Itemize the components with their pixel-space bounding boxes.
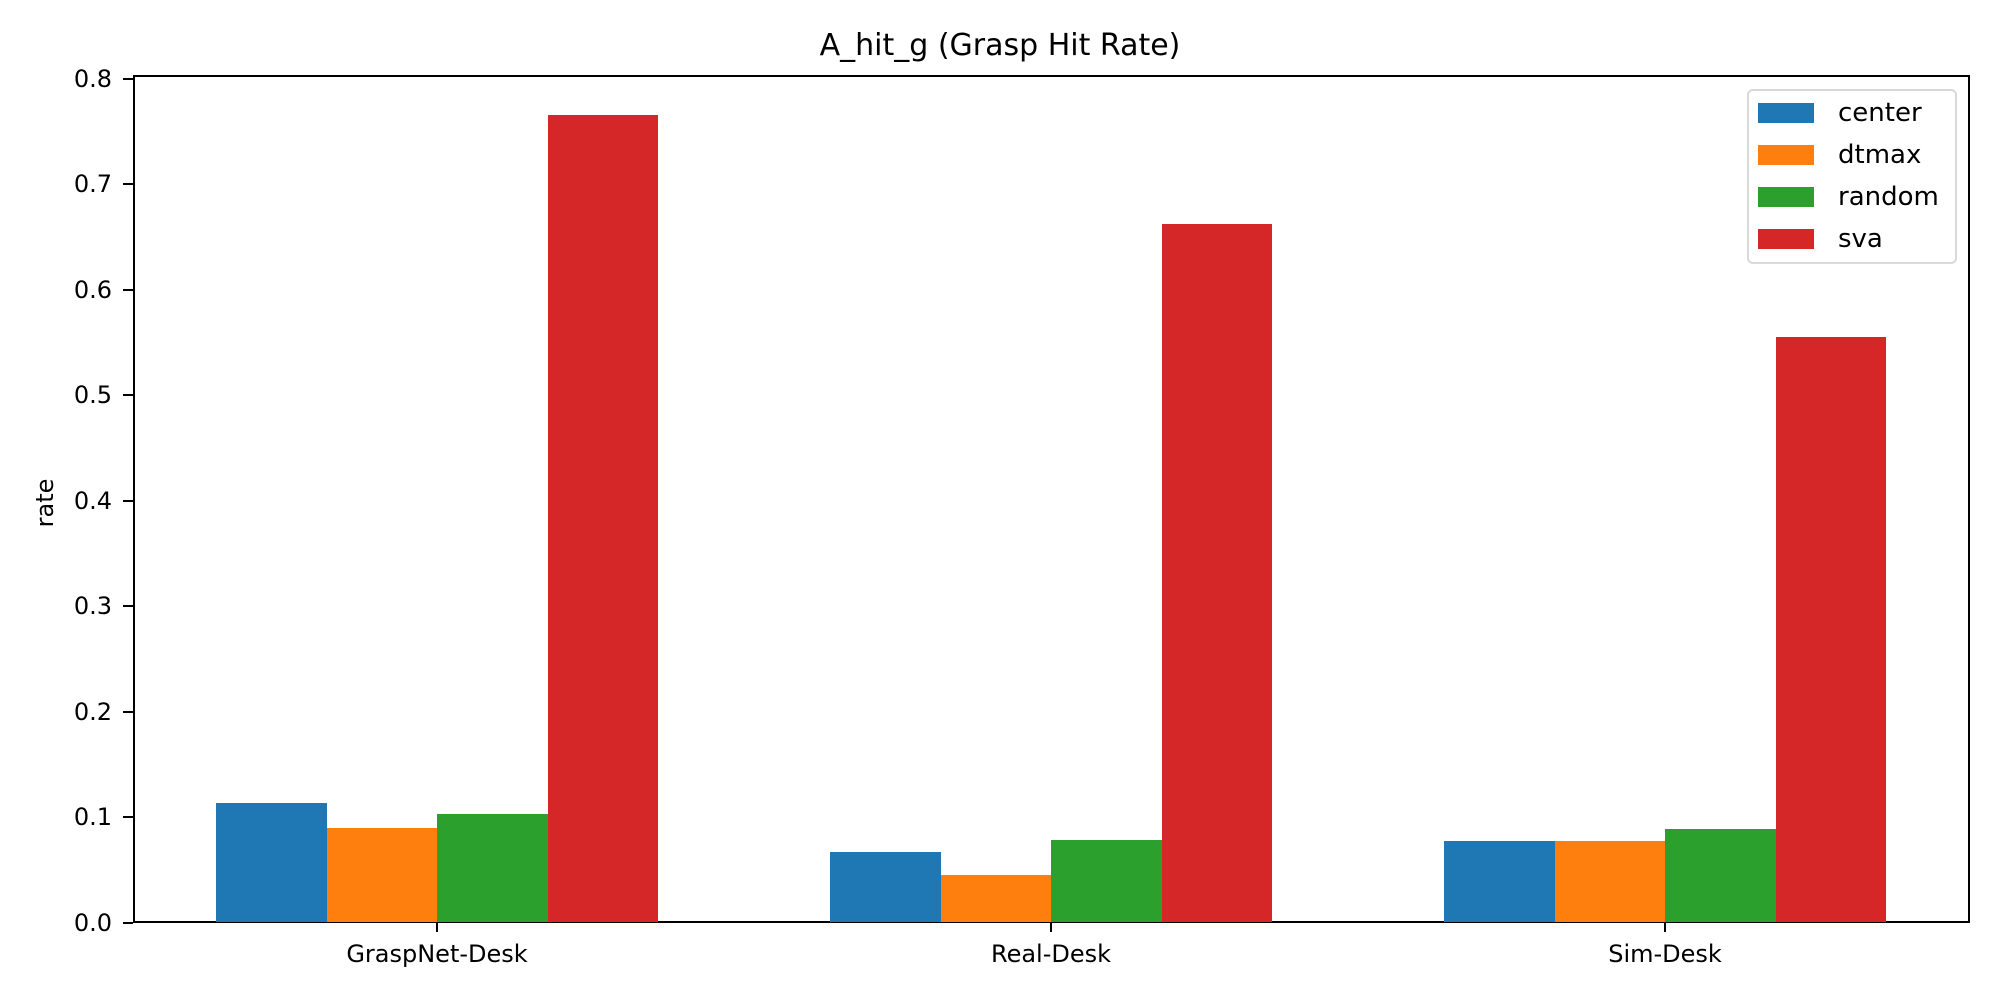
- y-tick-label: 0.5: [73, 381, 112, 410]
- bar-random-graspnet-desk: [437, 813, 548, 923]
- y-tick-label: 0.8: [73, 64, 112, 93]
- y-tick-mark: [123, 605, 133, 608]
- bar-sva-real-desk: [1161, 224, 1272, 923]
- bar-random-sim-desk: [1665, 828, 1776, 923]
- x-tick-mark: [436, 922, 438, 932]
- y-tick-label: 0.2: [73, 697, 112, 726]
- bar-dtmax-real-desk: [940, 875, 1051, 923]
- bar-center-sim-desk: [1444, 841, 1555, 923]
- x-tick-mark: [1664, 922, 1666, 932]
- legend: center dtmax random sva: [1747, 89, 1957, 264]
- y-tick-mark: [123, 77, 133, 80]
- legend-label: center: [1838, 98, 1922, 128]
- bar-center-graspnet-desk: [216, 803, 327, 923]
- bar-dtmax-graspnet-desk: [326, 827, 437, 923]
- y-tick-label: 0.4: [73, 486, 112, 515]
- y-tick-mark: [123, 921, 133, 924]
- plot-area: [133, 75, 1970, 923]
- y-tick-label: 0.6: [73, 275, 112, 304]
- legend-item-random: random: [1758, 182, 1939, 212]
- bar-center-real-desk: [830, 851, 941, 923]
- y-tick-label: 0.3: [73, 592, 112, 621]
- legend-label: sva: [1838, 224, 1883, 254]
- legend-swatch: [1758, 187, 1814, 207]
- x-tick-label: GraspNet-Desk: [346, 940, 528, 968]
- y-tick-label: 0.0: [73, 908, 112, 937]
- bar-sva-graspnet-desk: [547, 114, 658, 923]
- bar-sva-sim-desk: [1775, 337, 1886, 923]
- legend-item-center: center: [1758, 98, 1922, 128]
- chart-title: A_hit_g (Grasp Hit Rate): [819, 28, 1181, 63]
- y-tick-mark: [123, 499, 133, 502]
- legend-swatch: [1758, 103, 1814, 123]
- legend-item-sva: sva: [1758, 224, 1883, 254]
- x-tick-label: Sim-Desk: [1608, 940, 1722, 968]
- y-tick-mark: [123, 710, 133, 713]
- y-tick-mark: [123, 183, 133, 186]
- x-tick-label: Real-Desk: [990, 940, 1112, 968]
- legend-swatch: [1758, 229, 1814, 249]
- legend-swatch: [1758, 145, 1814, 165]
- bar-dtmax-sim-desk: [1554, 841, 1665, 923]
- y-tick-label: 0.7: [73, 170, 112, 199]
- y-tick-mark: [123, 288, 133, 291]
- y-tick-mark: [123, 394, 133, 397]
- legend-label: random: [1838, 182, 1939, 212]
- bar-random-real-desk: [1051, 840, 1162, 923]
- y-tick-label: 0.1: [73, 803, 112, 832]
- x-tick-mark: [1050, 922, 1052, 932]
- legend-label: dtmax: [1838, 140, 1922, 170]
- legend-item-dtmax: dtmax: [1758, 140, 1921, 170]
- y-tick-mark: [123, 816, 133, 819]
